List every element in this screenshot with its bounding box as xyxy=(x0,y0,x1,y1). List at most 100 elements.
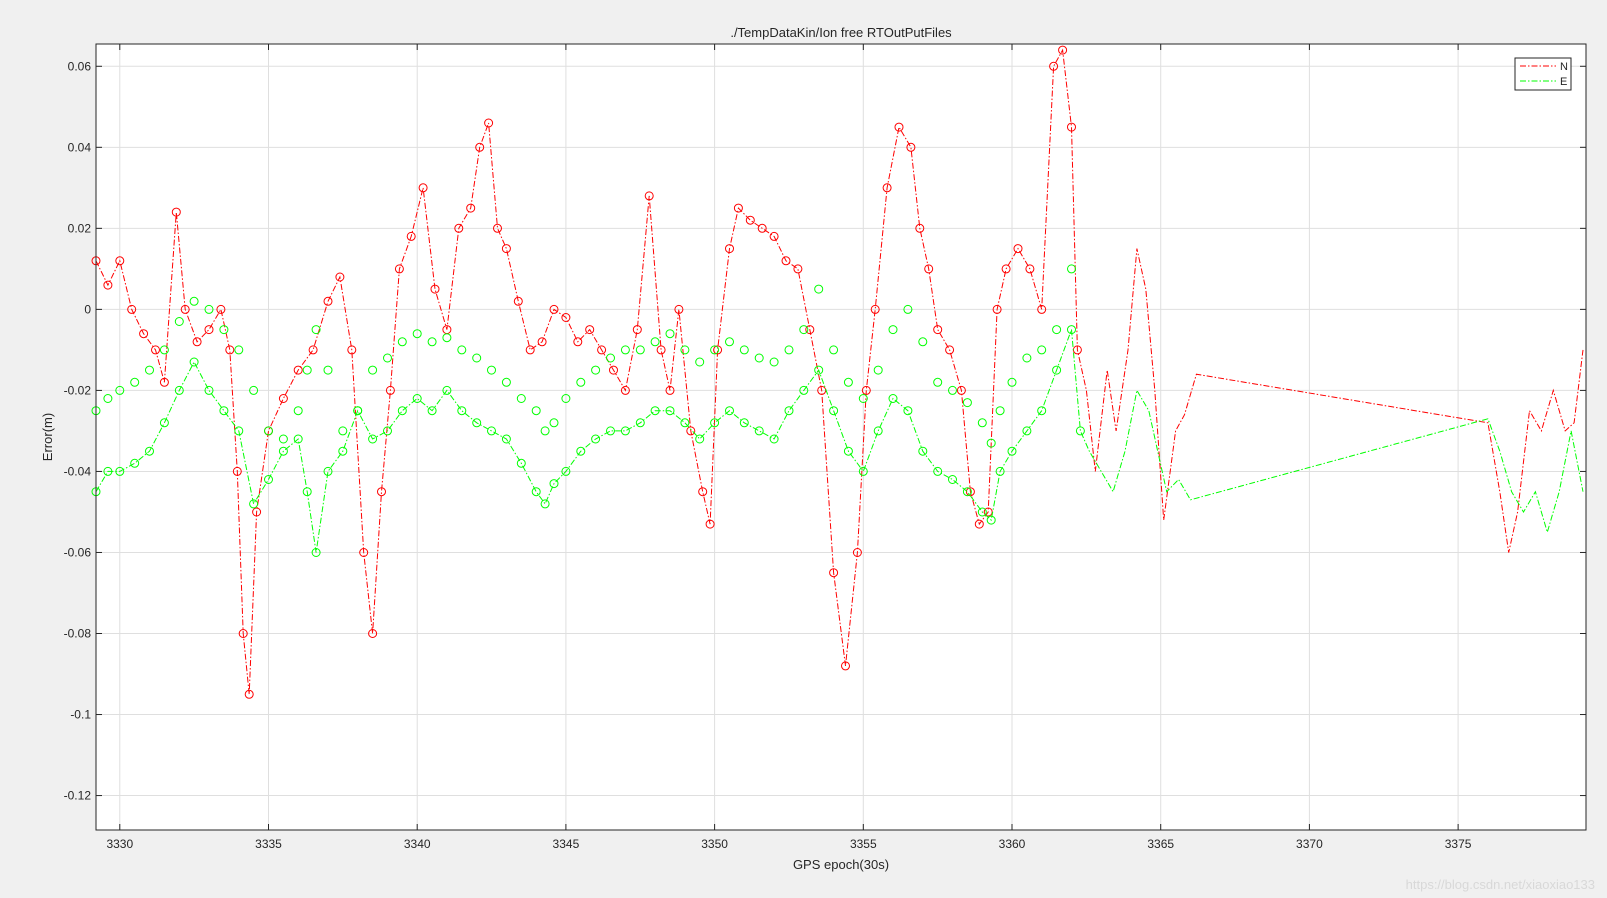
series-point-n xyxy=(906,142,916,152)
series-point-e-markers xyxy=(665,329,675,339)
y-tick-label: 0 xyxy=(84,302,91,316)
series-point-n xyxy=(252,507,262,517)
series-point-n xyxy=(216,304,226,314)
series-point-e-markers xyxy=(383,353,392,363)
series-point-n xyxy=(829,568,839,578)
series-point-e-markers xyxy=(204,304,214,314)
series-point-n xyxy=(1058,45,1068,55)
series-point-n xyxy=(278,394,288,403)
y-tick-label: -0.1 xyxy=(70,708,91,722)
series-point-e-markers xyxy=(986,438,996,448)
series-point-n xyxy=(620,385,630,395)
series-point-e xyxy=(159,418,169,428)
series-point-n xyxy=(127,304,137,314)
series-point-n xyxy=(674,304,684,314)
series-point-e-markers xyxy=(501,377,511,387)
series-point-e xyxy=(635,418,645,428)
series-point-e xyxy=(1007,446,1017,456)
series-point-n xyxy=(1049,61,1059,71)
series-point-e-markers xyxy=(918,337,928,347)
series-point-e-markers xyxy=(412,329,422,339)
series-point-n xyxy=(484,118,494,128)
series-point-n xyxy=(956,385,966,395)
series-point-n xyxy=(933,325,943,335)
x-tick-label: 3375 xyxy=(1445,837,1472,851)
series-point-e-markers xyxy=(1007,377,1017,387)
series-point-e xyxy=(412,394,422,403)
series-point-e xyxy=(576,446,586,456)
series-point-n xyxy=(561,313,571,322)
series-point-e-markers xyxy=(103,394,113,403)
series-point-e-markers xyxy=(278,434,288,444)
series-point-e-markers xyxy=(933,377,943,387)
series-point-e xyxy=(549,479,559,489)
series-point-e-markers xyxy=(516,394,526,403)
x-tick-label: 3370 xyxy=(1296,837,1323,851)
series-point-e-markers xyxy=(159,345,169,355)
series-point-e-markers xyxy=(962,398,972,408)
series-point-n xyxy=(992,304,1002,314)
series-point-n xyxy=(103,280,113,290)
y-tick-label: -0.04 xyxy=(64,464,92,478)
series-point-n xyxy=(225,345,235,355)
x-tick-label: 3355 xyxy=(850,837,877,851)
grid-lines xyxy=(96,44,1586,830)
series-point-e xyxy=(442,385,452,395)
series-point-n xyxy=(368,629,378,638)
series-point-n xyxy=(549,304,559,314)
series-point-n xyxy=(204,325,214,335)
y-tick-label: -0.08 xyxy=(64,627,92,641)
series-point-n xyxy=(394,264,404,274)
series-point-e-markers xyxy=(249,385,259,395)
series-point-n xyxy=(377,487,386,497)
series-point-n xyxy=(430,284,440,294)
x-tick-label: 3345 xyxy=(553,837,580,851)
series-point-e-markers xyxy=(130,377,140,387)
series-line-n xyxy=(95,48,1584,695)
series-point-e xyxy=(784,406,794,416)
series-point-e-markers xyxy=(725,337,734,347)
series-point-e xyxy=(1075,426,1085,436)
series-point-e-markers xyxy=(754,353,764,363)
series-point-e-markers xyxy=(311,325,321,335)
series-point-n xyxy=(139,329,149,339)
series-point-e-markers xyxy=(680,345,690,355)
series-point-n xyxy=(359,548,369,557)
y-axis-label: Error(m) xyxy=(40,413,55,461)
series-point-n xyxy=(180,304,190,314)
series-point-e xyxy=(383,426,392,436)
watermark-text: https://blog.csdn.net/xiaoxiao133 xyxy=(1405,877,1595,892)
series-point-e-markers xyxy=(995,406,1005,416)
series-point-e-markers xyxy=(814,284,824,294)
series-point-n xyxy=(632,325,642,335)
series-point-e xyxy=(219,406,229,416)
series-point-e-markers xyxy=(561,394,571,403)
series-point-e xyxy=(829,406,839,416)
series-point-n xyxy=(513,296,523,306)
series-point-n xyxy=(609,365,618,375)
series-point-e xyxy=(540,499,550,509)
series-point-n xyxy=(644,191,654,201)
series-point-e xyxy=(710,418,720,428)
series-point-e-markers xyxy=(710,345,720,355)
series-point-e xyxy=(933,466,943,476)
legend: N E xyxy=(1514,57,1572,91)
series-point-n xyxy=(525,345,535,355)
series-point-e xyxy=(103,466,113,476)
series-point-n xyxy=(745,215,755,225)
series-point-e xyxy=(234,426,244,436)
series-point-e-markers xyxy=(1022,353,1032,363)
series-point-n xyxy=(894,122,904,132)
series-point-n xyxy=(323,296,333,306)
series-point-e-markers xyxy=(219,325,229,335)
series-point-n xyxy=(335,272,345,282)
series-point-e xyxy=(680,418,690,428)
x-tick-label: 3365 xyxy=(1147,837,1174,851)
y-tick-label: -0.02 xyxy=(64,383,92,397)
series-point-e xyxy=(487,426,496,436)
y-tick-label: -0.06 xyxy=(64,545,92,559)
series-point-e-markers xyxy=(457,345,467,355)
series-point-e-markers xyxy=(635,345,645,355)
series-point-n xyxy=(665,385,675,395)
